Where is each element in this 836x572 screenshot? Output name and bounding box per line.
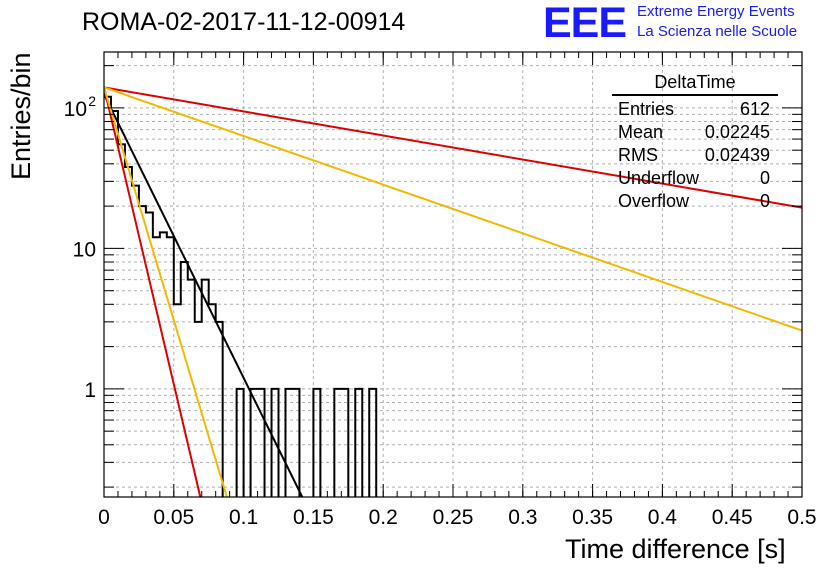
stats-label: Overflow [618,191,690,211]
y-axis-title: Entries/bin [6,52,36,180]
x-tick-label: 0.2 [369,506,398,529]
plot-title: ROMA-02-2017-11-12-00914 [82,8,406,36]
x-tick-label: 0.05 [153,506,194,529]
x-tick-label: 0.45 [712,506,753,529]
x-tick-label: 0.35 [572,506,613,529]
eee-logo: EEE [543,0,627,47]
stats-box: DeltaTime Entries 612 Mean 0.02245 RMS 0… [612,72,778,214]
stats-row-mean: Mean 0.02245 [612,122,778,145]
x-tick-label: 0.5 [787,506,816,529]
stats-label: Entries [618,99,675,119]
x-axis-title: Time difference [s] [565,534,786,564]
stats-value: 612 [739,99,770,119]
series-line-5 [104,86,802,332]
logo-line-2: La Scienza nelle Scuole [637,23,798,40]
y-tick-label: 10 [64,98,87,121]
stats-value: 0.02439 [704,145,770,165]
x-tick-label: 0.4 [648,506,678,529]
logo-line-1: Extreme Energy Events [637,3,795,20]
histogram-bars [104,95,378,497]
series-line-3 [104,87,228,497]
y-tick-label: 10 [73,238,96,261]
stats-value: 0 [759,191,770,211]
y-tick-label-exponent: 2 [88,93,96,109]
x-tick-label: 0.15 [293,506,334,529]
stats-row-overflow: Overflow 0 [612,191,778,214]
series-line-2 [104,87,202,497]
series-line-4 [104,86,802,209]
x-tick-label: 0 [98,506,110,529]
stats-value: 0.02245 [704,122,770,142]
y-tick-label: 1 [84,379,96,402]
stats-title: DeltaTime [612,72,778,96]
stats-label: RMS [618,145,658,165]
stats-label: Underflow [618,168,700,188]
x-tick-label: 0.1 [229,506,258,529]
stats-label: Mean [618,122,664,142]
series-line-1 [104,93,304,497]
stats-row-rms: RMS 0.02439 [612,145,778,168]
stats-row-underflow: Underflow 0 [612,168,778,191]
x-tick-label: 0.25 [433,506,474,529]
x-tick-label: 0.3 [508,506,537,529]
stats-value: 0 [759,168,770,188]
stats-row-entries: Entries 612 [612,99,778,122]
